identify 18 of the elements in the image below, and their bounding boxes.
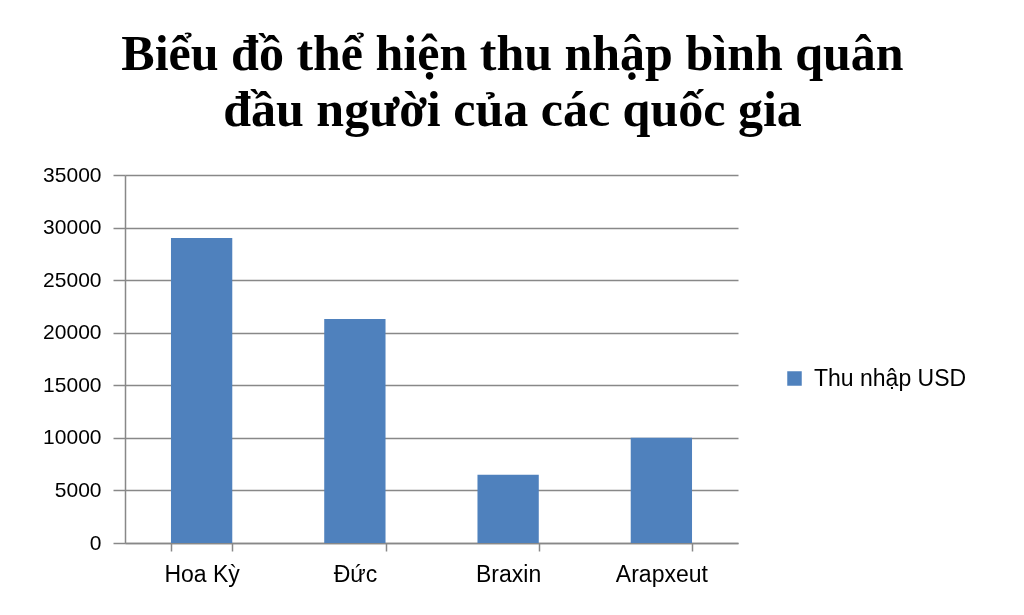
bar [630, 437, 693, 543]
y-tick-label: 20000 [43, 320, 102, 344]
y-tick-label: 35000 [43, 162, 102, 186]
x-tick-label: Đức [333, 560, 378, 587]
y-tick-label: 0 [89, 530, 102, 554]
y-tick-label: 15000 [43, 372, 102, 396]
y-tick-label: 25000 [43, 267, 102, 291]
x-tick-label: Arapxeut [615, 560, 709, 587]
legend-label: Thu nhập USD [814, 364, 967, 391]
y-tick-label: 10000 [43, 425, 102, 449]
bar [324, 319, 386, 543]
chart-title: Biểu đồ thể hiện thu nhập bình quân đầu người của các quốc gia [121, 25, 904, 137]
bar [170, 238, 233, 543]
bar [477, 474, 539, 543]
x-tick-label: Braxin [476, 560, 542, 587]
y-tick-label: 5000 [54, 477, 102, 501]
x-tick-label: Hoa Kỳ [164, 560, 241, 587]
y-tick-label: 30000 [43, 215, 102, 239]
